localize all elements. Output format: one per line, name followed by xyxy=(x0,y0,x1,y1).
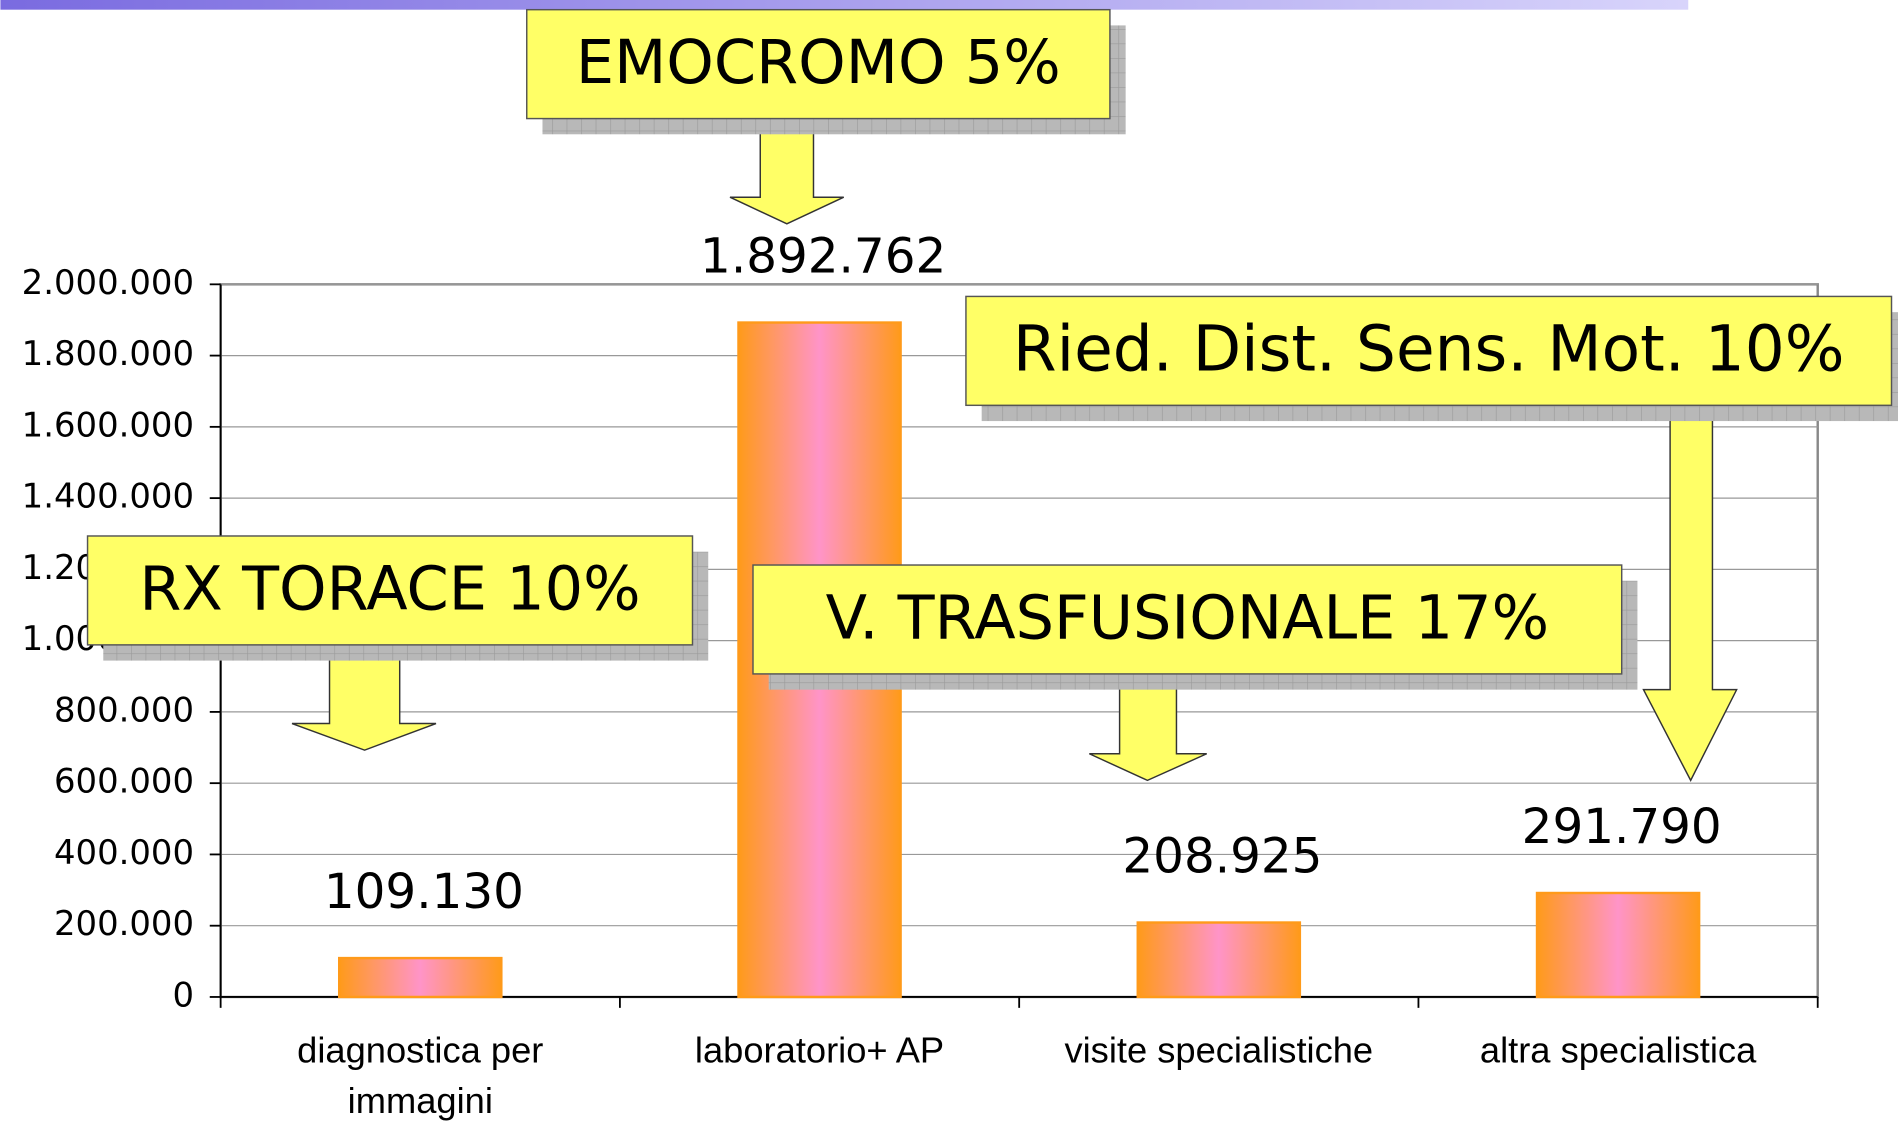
x-tick-label: visite specialistiche xyxy=(1064,1030,1374,1071)
y-tick-label: 2.000.000 xyxy=(22,263,194,302)
y-tick-label: 800.000 xyxy=(54,690,194,729)
callout-box xyxy=(752,564,1623,675)
bar xyxy=(1136,921,1302,999)
value-label: 109.130 xyxy=(324,864,524,920)
y-tick-label: 200.000 xyxy=(54,904,194,943)
callout-text: V. TRASFUSIONALE 17% xyxy=(826,583,1549,653)
callout-box xyxy=(86,535,694,646)
y-tick-label: 0 xyxy=(172,975,194,1014)
callout-arrow xyxy=(1642,416,1738,782)
value-label: 1.892.762 xyxy=(700,229,946,285)
value-label: 208.925 xyxy=(1122,829,1322,885)
y-tick-label: 1.600.000 xyxy=(22,405,194,444)
x-tick-label: altra specialistica xyxy=(1479,1030,1757,1071)
bar xyxy=(1535,891,1701,999)
x-tick-label-box: diagnostica per immagini xyxy=(297,1030,544,1122)
banner xyxy=(0,0,1689,10)
x-tick-label-box: altra specialistica xyxy=(1479,1030,1757,1071)
y-tick-label: 600.000 xyxy=(54,762,194,801)
callout-text: Ried. Dist. Sens. Mot. 10% xyxy=(1013,312,1845,385)
x-tick-label: diagnostica per immagini xyxy=(297,1030,544,1122)
bar xyxy=(337,956,503,999)
callout-text: RX TORACE 10% xyxy=(139,554,640,624)
callout-arrow xyxy=(729,117,845,225)
y-tick-label: 400.000 xyxy=(54,833,194,872)
callout-box xyxy=(526,8,1111,120)
callout-text: EMOCROMO 5% xyxy=(576,28,1061,98)
callout-box xyxy=(965,295,1893,407)
x-tick-label-box: laboratorio+ AP xyxy=(694,1030,945,1071)
value-label: 291.790 xyxy=(1522,799,1722,855)
y-tick-label: 1.400.000 xyxy=(22,477,194,516)
y-tick-label: 1.800.000 xyxy=(22,334,194,373)
x-tick-label-box: visite specialistiche xyxy=(1064,1030,1374,1071)
x-tick-label: laboratorio+ AP xyxy=(694,1030,945,1071)
